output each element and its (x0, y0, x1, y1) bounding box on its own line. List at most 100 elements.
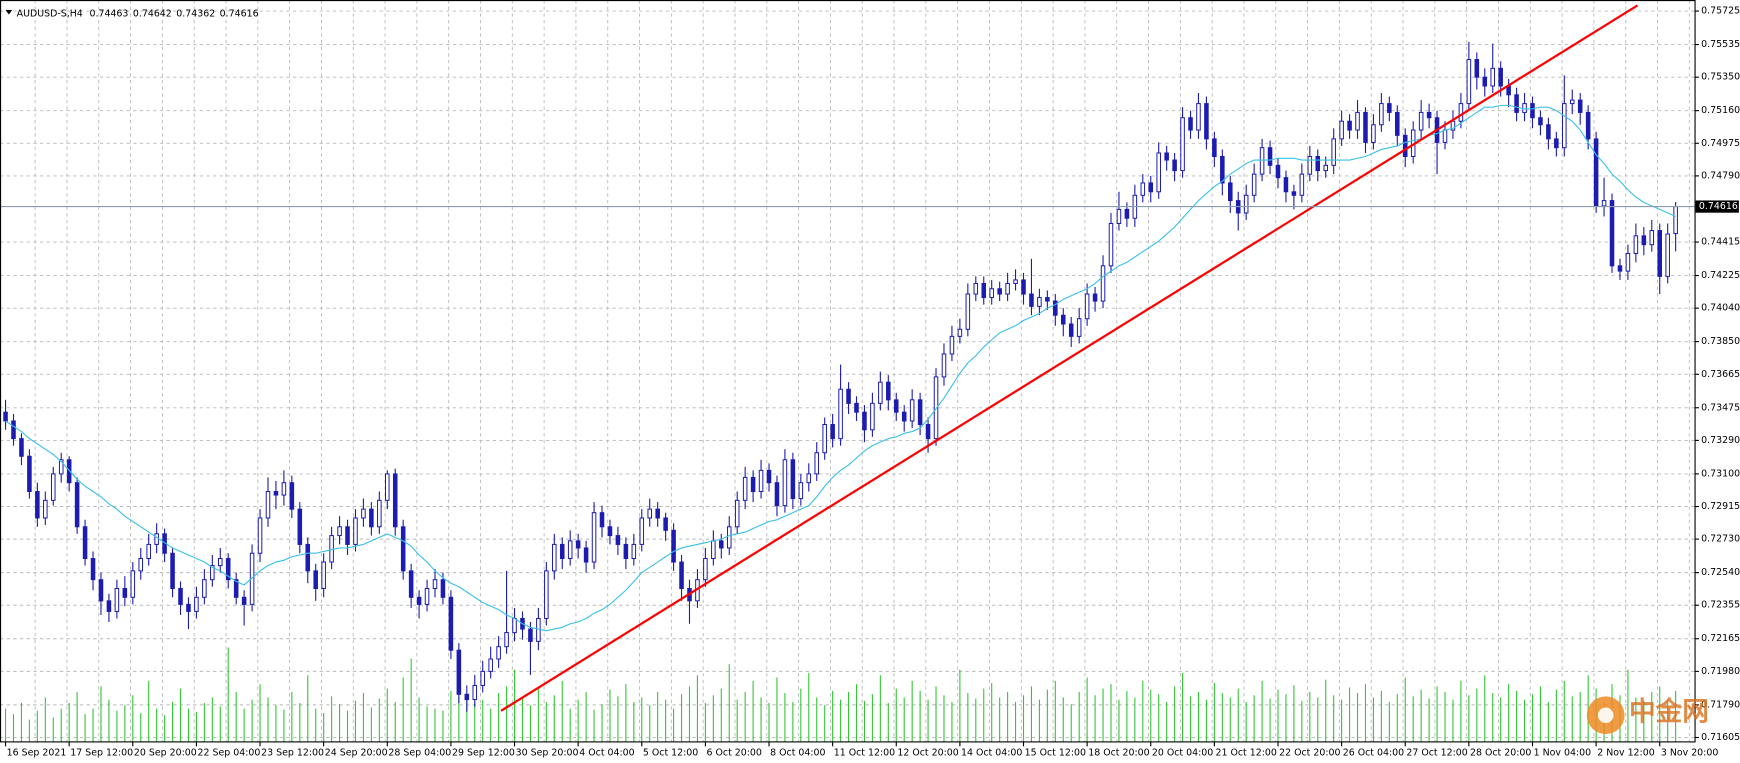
candle-body (941, 353, 947, 378)
candle-body (297, 508, 303, 545)
candle-body (1339, 120, 1344, 140)
candle-body (567, 540, 573, 560)
x-tick-label: 22 Oct 20:00 (1279, 748, 1340, 759)
candle-body (1538, 117, 1543, 126)
candle-body (392, 473, 398, 528)
candle-body (313, 570, 318, 589)
candle-body (997, 288, 1002, 295)
x-tick-label: 3 Nov 20:00 (1661, 748, 1719, 759)
candle-body (1076, 318, 1082, 337)
candle-body (957, 328, 963, 337)
candle-body (1522, 103, 1527, 113)
candle-body (1466, 59, 1472, 105)
candle-body (1402, 134, 1408, 158)
candle-body (615, 535, 621, 545)
menu-arrow[interactable] (5, 9, 13, 15)
candle-body (870, 402, 875, 431)
candle-body (536, 617, 541, 642)
candle-body (1585, 111, 1591, 140)
candle-body (591, 512, 597, 563)
candle-body (1490, 67, 1495, 87)
candle-body (758, 469, 764, 493)
candle-body (1458, 103, 1464, 122)
candle-body (1593, 138, 1599, 207)
candle-body (679, 561, 684, 589)
price-label-bg (1695, 200, 1739, 213)
y-tick-label: 0.75350 (1701, 72, 1740, 83)
candle-body (774, 482, 780, 507)
candle-body (734, 499, 740, 528)
candle-body (663, 517, 668, 531)
candle-body (1649, 230, 1655, 246)
candle-body (623, 543, 629, 560)
candle-body (583, 547, 589, 563)
candle-body (925, 424, 931, 440)
candle-body (225, 558, 231, 581)
candle-body (66, 459, 72, 484)
candle-body (217, 558, 223, 567)
candle-body (1029, 293, 1034, 307)
candle-body (1355, 111, 1360, 131)
x-tick-label: 22 Sep 04:00 (198, 748, 261, 759)
candle-body (1569, 99, 1575, 105)
candle-body (806, 473, 812, 484)
candle-body (1562, 103, 1567, 149)
candle-body (1418, 111, 1424, 131)
y-tick-label: 0.74225 (1701, 270, 1740, 281)
candle-body (1601, 200, 1607, 207)
candle-body (122, 587, 128, 598)
candle-body (186, 603, 191, 612)
x-tick-label: 14 Oct 04:00 (961, 748, 1022, 759)
candle-body (337, 526, 342, 537)
y-tick-label: 0.73100 (1701, 468, 1740, 479)
y-tick-label: 0.74790 (1701, 170, 1740, 181)
candle-body (1657, 230, 1663, 277)
candle-body (703, 558, 708, 581)
candle-body (1617, 265, 1623, 272)
candle-body (1140, 182, 1146, 196)
y-tick-label: 0.71605 (1701, 732, 1740, 743)
candle-body (782, 459, 788, 507)
candle-body (43, 499, 48, 519)
candle-body (965, 293, 971, 330)
candle-body (973, 282, 979, 295)
candle-body (655, 508, 660, 519)
candle-body (154, 533, 159, 545)
candle-body (1204, 103, 1209, 140)
candle-body (711, 540, 716, 560)
candle-body (464, 693, 470, 701)
candle-body (917, 399, 923, 426)
x-tick-label: 15 Oct 12:00 (1025, 748, 1086, 759)
candle-body (1243, 194, 1249, 214)
close: 0.74616 (220, 8, 259, 19)
y-tick-label: 0.73475 (1701, 402, 1740, 413)
x-tick-label: 11 Oct 12:00 (834, 748, 895, 759)
y-tick-label: 0.72355 (1701, 600, 1740, 611)
candle-body (1188, 117, 1193, 131)
candle-body (305, 543, 311, 572)
candle-body (1347, 120, 1352, 131)
price-label: 0.74616 (1699, 201, 1738, 212)
candle-body (440, 579, 446, 598)
watermark-logo-inner (1597, 707, 1614, 724)
candle-body (1116, 208, 1122, 225)
plot-frame (0, 0, 1696, 743)
candle-body (1267, 147, 1273, 166)
candle-body (345, 526, 350, 545)
x-tick-label: 2 Nov 12:00 (1597, 748, 1655, 759)
axes: 0.75725 0.75535 0.75350 0.75160 0.74975 0.747… (4, 6, 1740, 759)
candle-body (98, 579, 104, 602)
candle-body (1633, 235, 1639, 254)
candle-body (1395, 111, 1400, 136)
candle-body (726, 526, 732, 549)
candle-body (1220, 156, 1225, 184)
candle-body (202, 579, 207, 598)
candle-body (1363, 111, 1368, 143)
candle-body (838, 388, 843, 440)
y-tick-label: 0.74040 (1701, 303, 1740, 314)
candle-body (11, 420, 16, 440)
x-tick-label: 8 Oct 04:00 (770, 748, 825, 759)
x-tick-label: 27 Oct 12:00 (1406, 748, 1467, 759)
x-tick-label: 17 Sep 12:00 (70, 748, 133, 759)
